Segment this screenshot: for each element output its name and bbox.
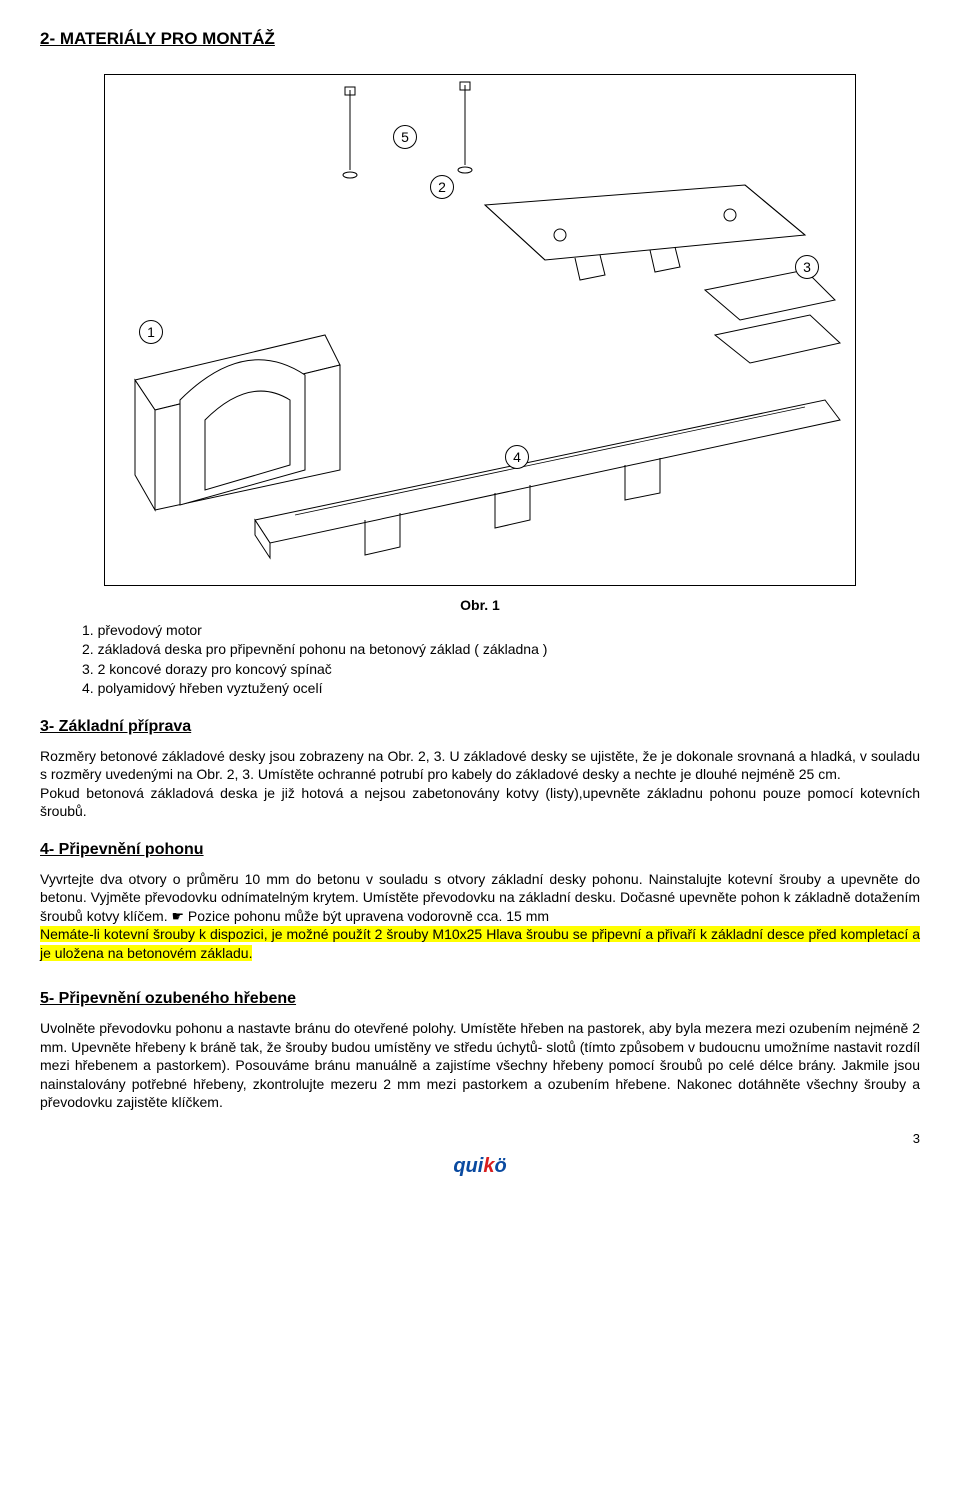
page-number: 3: [40, 1130, 920, 1147]
section-4-title: 4- Připevnění pohonu: [40, 839, 920, 860]
parts-list-item: 2. základová deska pro připevnění pohonu…: [82, 640, 920, 658]
section-2-title: 2- MATERIÁLY PRO MONTÁŽ: [40, 28, 920, 50]
parts-list: 1. převodový motor 2. základová deska pr…: [82, 621, 920, 698]
section-4-para: Vyvrtejte dva otvory o průměru 10 mm do …: [40, 870, 920, 962]
section-5-para: Uvolněte převodovku pohonu a nastavte br…: [40, 1019, 920, 1111]
parts-list-item: 4. polyamidový hřeben vyztužený ocelí: [82, 679, 920, 697]
figure-1-svg: [105, 75, 855, 585]
section-4-text-plain: Vyvrtejte dva otvory o průměru 10 mm do …: [40, 871, 920, 924]
parts-list-item: 1. převodový motor: [82, 621, 920, 639]
figure-1-caption: Obr. 1: [40, 596, 920, 614]
parts-list-item: 3. 2 koncové dorazy pro koncový spínač: [82, 660, 920, 678]
section-4-text-highlight: Nemáte-li kotevní šrouby k dispozici, je…: [40, 926, 920, 960]
figure-1-box: 1 2 3 4 5: [104, 74, 856, 586]
section-3-title: 3- Základní příprava: [40, 716, 920, 737]
section-5-title: 5- Připevnění ozubeného hřebene: [40, 988, 920, 1009]
section-3-para: Rozměry betonové základové desky jsou zo…: [40, 747, 920, 821]
logo: quikö: [40, 1153, 920, 1179]
